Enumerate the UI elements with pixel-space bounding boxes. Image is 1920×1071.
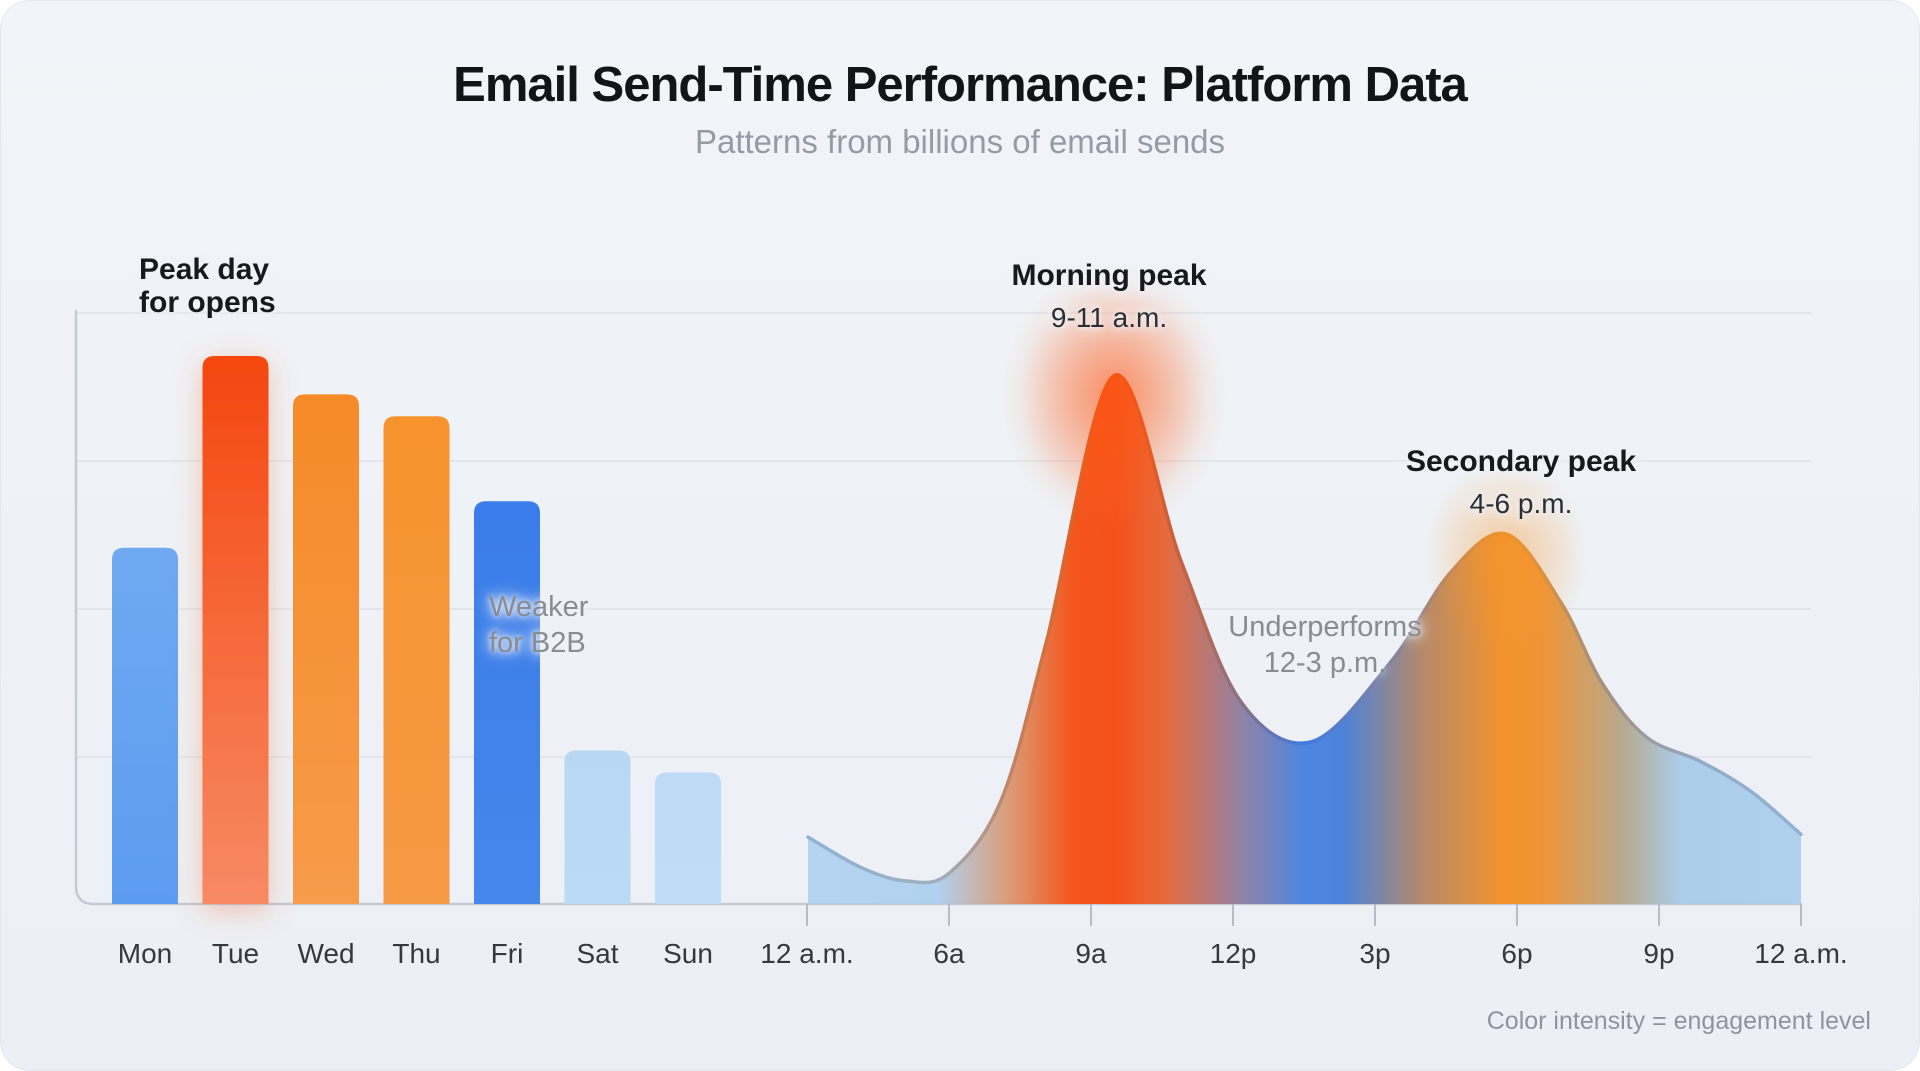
annotation-underperforms-line2: 12-3 p.m. bbox=[1263, 647, 1387, 680]
annotation-morning-title: Morning peak bbox=[1011, 259, 1207, 292]
day-label-thu: Thu bbox=[392, 938, 440, 969]
day-label-sat: Sat bbox=[576, 938, 618, 969]
legend-note: Color intensity = engagement level bbox=[1486, 1007, 1871, 1035]
bar-thu bbox=[383, 416, 450, 904]
bar-sun bbox=[655, 772, 721, 904]
day-label-wed: Wed bbox=[297, 938, 354, 969]
annotation-secondary-subtitle: 4-6 p.m. bbox=[1469, 487, 1573, 519]
page-subtitle: Patterns from billions of email sends bbox=[694, 123, 1226, 160]
annotation-morning-subtitle: 9-11 a.m. bbox=[1050, 301, 1168, 333]
page-title: Email Send-Time Performance: Platform Da… bbox=[453, 58, 1468, 112]
time-label-4: 3p bbox=[1359, 938, 1390, 969]
annotation-secondary-title: Secondary peak bbox=[1405, 445, 1637, 478]
day-label-tue: Tue bbox=[212, 938, 259, 969]
bar-tue bbox=[202, 356, 269, 904]
annotation-underperforms: Underperforms 12-3 p.m. bbox=[1228, 609, 1421, 682]
time-label-3: 12p bbox=[1210, 938, 1257, 969]
annotation-peak-day-line1: Peak day bbox=[139, 253, 270, 286]
annotation-peak-day-line2: for opens bbox=[139, 286, 276, 319]
time-label-2: 9a bbox=[1075, 938, 1107, 969]
annotation-weaker-line1: Weaker bbox=[489, 591, 589, 623]
time-label-5: 6p bbox=[1501, 938, 1532, 969]
annotation-weaker-line2: for B2B bbox=[489, 627, 586, 660]
annotation-weaker-b2b: Weaker for B2B bbox=[489, 589, 588, 662]
annotation-secondary-peak: Secondary peak 4-6 p.m. bbox=[1406, 445, 1636, 520]
day-label-mon: Mon bbox=[118, 938, 172, 969]
bar-sat bbox=[564, 750, 631, 904]
bar-fri bbox=[474, 501, 540, 904]
day-label-sun: Sun bbox=[663, 938, 713, 969]
annotation-morning-peak: Morning peak 9-11 a.m. bbox=[1011, 259, 1206, 334]
time-label-6: 9p bbox=[1643, 938, 1674, 969]
day-label-fri: Fri bbox=[491, 938, 524, 969]
bar-wed bbox=[293, 394, 359, 904]
time-label-1: 6a bbox=[933, 938, 965, 969]
annotation-peak-day: Peak day for opens bbox=[139, 253, 276, 319]
time-label-7: 12 a.m. bbox=[1754, 938, 1847, 969]
engagement-curve bbox=[806, 373, 1803, 885]
bar-mon bbox=[112, 547, 178, 904]
engagement-area bbox=[808, 374, 1801, 905]
annotation-underperforms-line1: Underperforms bbox=[1228, 611, 1422, 643]
axis-line bbox=[74, 309, 1803, 906]
time-label-0: 12 a.m. bbox=[760, 938, 853, 969]
